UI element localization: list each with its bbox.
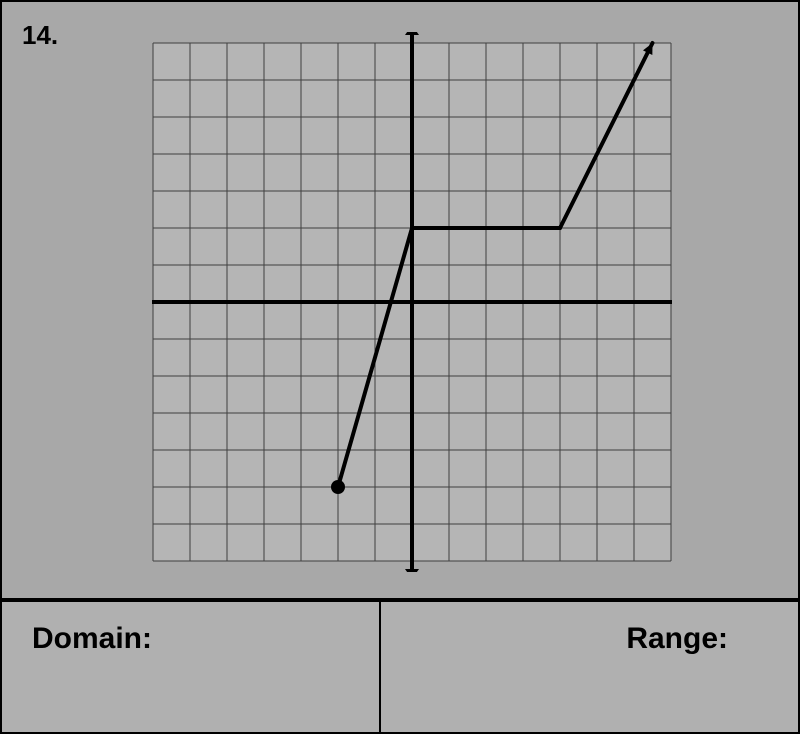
answer-row: Domain: Range:	[0, 600, 800, 734]
problem-number: 14.	[22, 20, 58, 51]
domain-label: Domain:	[0, 600, 380, 734]
graph-cell: 14.	[0, 0, 800, 600]
range-label: Range:	[380, 600, 800, 734]
graph-svg	[152, 32, 672, 572]
coordinate-graph	[152, 32, 672, 572]
